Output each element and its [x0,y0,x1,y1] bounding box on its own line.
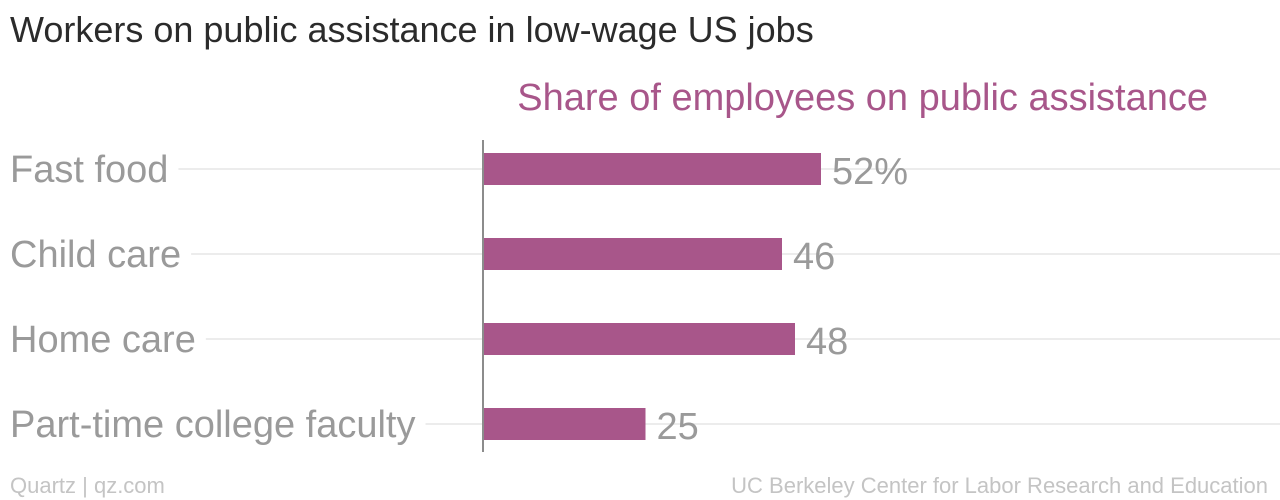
bars [483,153,821,440]
chart-title: Workers on public assistance in low-wage… [10,9,814,50]
value-label: 25 [657,406,699,448]
bar [483,323,795,355]
gridlines [178,168,1280,425]
value-label: 46 [793,236,835,278]
labels: Fast food 52% Child care 46 Home care 48 Part-… [10,149,908,448]
value-label: 48 [806,321,848,363]
bar [483,238,782,270]
category-label: Home care [10,319,196,361]
footer-source-right: UC Berkeley Center for Labor Research an… [731,473,1268,498]
category-label: Child care [10,234,181,276]
series-title: Share of employees on public assistance [517,77,1208,119]
footer-source-left: Quartz | qz.com [10,473,165,498]
category-label: Part-time college faculty [10,404,416,446]
value-label: 52% [832,151,908,193]
category-label: Fast food [10,149,168,191]
bar [483,408,646,440]
bar [483,153,821,185]
